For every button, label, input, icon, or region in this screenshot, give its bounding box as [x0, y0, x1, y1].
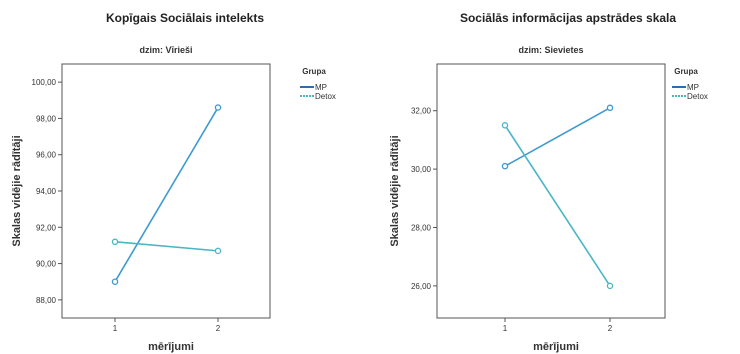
chart-2: Sociālās informācijas apstrādes skala dzi…: [389, 11, 708, 353]
y-tick-label: 28,00: [411, 223, 432, 232]
x-tick-label: 1: [503, 324, 508, 333]
series-line-detox: [114, 241, 219, 252]
data-point-detox: [111, 238, 119, 246]
data-point-mp: [214, 104, 222, 111]
y-tick-label: 98,00: [36, 114, 57, 123]
chart-subtitle: dzim: Vīrieši: [139, 45, 192, 55]
y-axis-label: Skalas vidējie rādītāji: [389, 135, 401, 246]
y-tick-label: 30,00: [411, 165, 432, 174]
y-tick-label: 88,00: [36, 296, 57, 305]
x-tick-label: 1: [113, 324, 118, 333]
data-point-mp: [606, 104, 614, 112]
plot-area: [436, 63, 666, 319]
plot-area: [61, 63, 271, 319]
data-point-detox: [501, 122, 509, 129]
y-tick-label: 32,00: [411, 107, 432, 116]
series-line-mp: [504, 107, 611, 167]
legend-label-detox: Detox: [687, 92, 708, 101]
x-axis-label: mērījumi: [533, 341, 579, 353]
chart-1: Kopīgais Sociālais intelekts dzim: Vīrieš…: [11, 11, 336, 353]
chart-title: Sociālās informācijas apstrādes skala: [460, 11, 676, 25]
series-line-detox: [504, 124, 611, 287]
y-tick-label: 94,00: [36, 187, 57, 196]
legend-title: Grupa: [302, 67, 326, 76]
legend-title: Grupa: [674, 67, 698, 76]
y-tick-label: 92,00: [36, 223, 57, 232]
data-point-detox: [606, 282, 614, 290]
x-tick-label: 2: [608, 324, 613, 333]
data-point-mp: [501, 162, 509, 170]
data-point-mp: [111, 278, 119, 285]
y-axis-label: Skalas vidējie rādītāji: [11, 135, 23, 246]
data-point-detox: [214, 247, 222, 255]
legend-label-mp: MP: [315, 83, 327, 92]
legend-label-mp: MP: [687, 83, 699, 92]
y-tick-label: 26,00: [411, 282, 432, 291]
chart-title: Kopīgais Sociālais intelekts: [106, 11, 264, 25]
x-axis-label: mērījumi: [148, 341, 194, 353]
series-line-mp: [114, 107, 219, 283]
chart-subtitle: dzim: Sievietes: [518, 45, 583, 55]
y-tick-label: 100,00: [32, 78, 57, 87]
y-tick-label: 90,00: [36, 260, 57, 269]
y-tick-label: 96,00: [36, 151, 57, 160]
legend-label-detox: Detox: [315, 92, 336, 101]
x-tick-label: 2: [216, 324, 221, 333]
